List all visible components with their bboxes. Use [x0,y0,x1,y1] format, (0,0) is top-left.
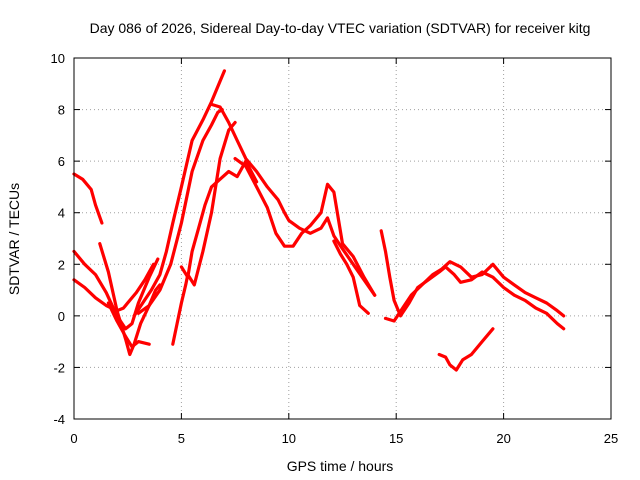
series-trace-13 [379,229,566,331]
x-tick-label: 20 [496,431,510,446]
series-trace-7 [136,108,224,315]
y-tick-label: 0 [58,309,65,324]
tick-group: 0 5 10 15 20 25 -4 -2 0 2 4 6 8 10 [51,51,619,446]
series-group [72,69,566,372]
y-tick-label: -4 [53,412,65,427]
series-trace-3 [72,262,156,313]
plot-frame [73,57,612,420]
y-tick-label: 4 [58,206,65,221]
x-tick-label: 25 [604,431,618,446]
series-trace-14 [383,260,566,323]
series-trace-15 [437,327,495,372]
y-tick-label: -2 [53,360,65,375]
y-tick-label: 2 [58,257,65,272]
y-tick-label: 8 [58,103,65,118]
x-tick-label: 15 [389,431,403,446]
chart-title: Day 086 of 2026, Sidereal Day-to-day VTE… [90,20,591,36]
x-axis-label: GPS time / hours [287,458,394,474]
series-trace-1 [72,172,104,225]
grid [74,58,611,419]
series-trace-9 [179,159,259,279]
series-trace-6 [132,69,226,318]
x-tick-label: 10 [282,431,296,446]
y-tick-label: 10 [51,51,65,66]
x-tick-label: 5 [178,431,185,446]
y-axis-label: SDTVAR / TECUs [6,183,22,295]
series-trace-5 [106,301,151,349]
series-trace-10 [209,102,377,297]
series-trace-11 [233,157,377,297]
y-tick-label: 6 [58,154,65,169]
series-trace-8 [171,120,237,346]
x-tick-label: 0 [70,431,77,446]
series-trace-12 [332,239,370,315]
series-trace-4 [98,242,162,357]
